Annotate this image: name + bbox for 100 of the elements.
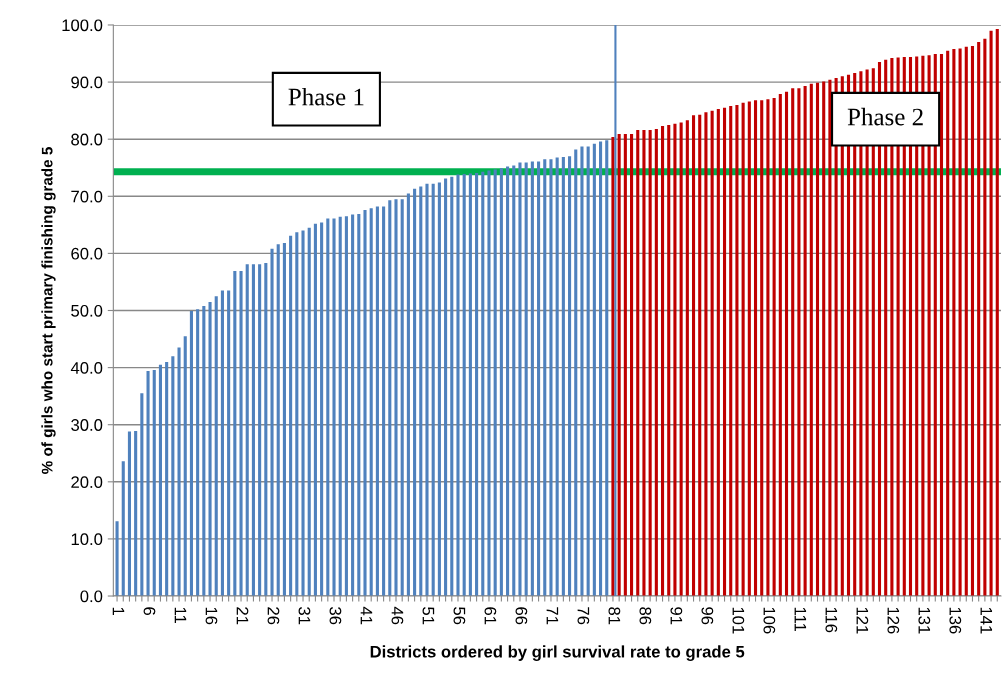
bar [630,134,634,597]
bar [574,149,578,597]
bar [722,107,727,597]
bar [995,28,999,597]
bar [375,206,379,597]
bar [710,110,714,597]
bar [673,123,677,597]
bar [605,140,609,597]
x-tick-label: 6 [143,607,156,615]
bar [704,112,708,597]
bar [462,174,466,597]
bar [518,162,522,597]
bar [828,79,832,597]
bar [220,290,224,597]
bar [530,161,534,597]
bar [561,156,565,597]
bar [753,100,758,597]
bar [301,230,305,597]
x-tick-label: 81 [608,607,621,625]
bar [667,124,671,597]
bar [264,263,268,597]
annotation: Phase 1 [288,87,364,106]
x-tick-label: 111 [794,607,807,631]
x-tick-label: 21 [236,607,249,625]
bar [239,271,243,597]
x-tick-label: 106 [763,607,776,634]
bar [419,186,423,597]
x-tick-label: 56 [453,607,466,625]
bar [499,168,503,597]
bar [152,369,156,597]
bar [400,199,404,597]
bar [654,128,658,597]
bar [276,244,280,597]
bar [747,101,751,597]
bar [772,98,776,597]
bar [338,216,342,597]
x-tick-label: 41 [360,606,373,625]
bar [648,130,652,597]
x-axis-title: Districts ordered by girl survival rate to grade 5 [370,645,745,661]
x-tick-label: 76 [577,607,590,625]
bar [233,271,237,597]
x-tick-label: 51 [422,607,435,625]
bar [394,199,398,597]
bar [642,130,646,597]
bar [729,106,733,597]
y-tick-label: 100.0 [62,19,103,32]
bar [784,91,789,597]
bar [456,174,460,597]
bar [660,126,665,597]
bar [369,208,373,597]
bar [691,115,696,597]
bar [388,200,392,597]
bar [444,178,448,597]
bar [158,364,162,597]
x-tick-label: 66 [515,607,528,625]
bar [506,166,510,597]
bar [568,156,572,597]
y-tick-label: 90.0 [71,76,103,89]
x-tick-label: 86 [639,607,652,625]
bar [679,122,683,597]
bar [189,311,193,597]
x-tick-label: 131 [918,607,931,634]
x-tick-label: 31 [298,607,311,625]
bar [425,183,429,597]
bar [121,461,125,597]
x-tick-label: 101 [732,607,745,634]
x-tick-label: 141 [980,607,993,634]
bar [382,206,386,597]
bar [580,146,584,597]
bar [803,86,807,597]
bar [134,430,138,597]
bar [716,108,720,597]
x-tick-label: 91 [670,607,683,625]
bar [481,171,485,597]
x-tick-label: 16 [205,607,218,625]
bar [196,309,200,597]
x-tick-label: 61 [484,607,497,625]
bar [636,130,640,597]
bar [822,81,826,597]
bar [320,222,324,597]
bar [251,264,255,597]
y-tick-label: 20.0 [71,476,103,489]
bar [115,521,119,597]
bar [282,243,286,597]
bar [183,336,187,597]
bar [698,114,702,597]
bar [524,162,528,597]
bar [332,218,336,597]
bar [983,38,987,597]
bar [344,216,348,597]
x-tick-label: 121 [856,607,869,634]
bar [946,50,950,597]
y-tick-label: 60.0 [71,247,103,260]
bar [939,54,944,597]
y-tick-label: 30.0 [71,419,103,431]
bar [146,371,150,597]
x-tick-label: 11 [174,607,187,623]
bar [599,141,603,597]
y-tick-label: 0.0 [80,590,103,603]
bar [313,223,317,597]
